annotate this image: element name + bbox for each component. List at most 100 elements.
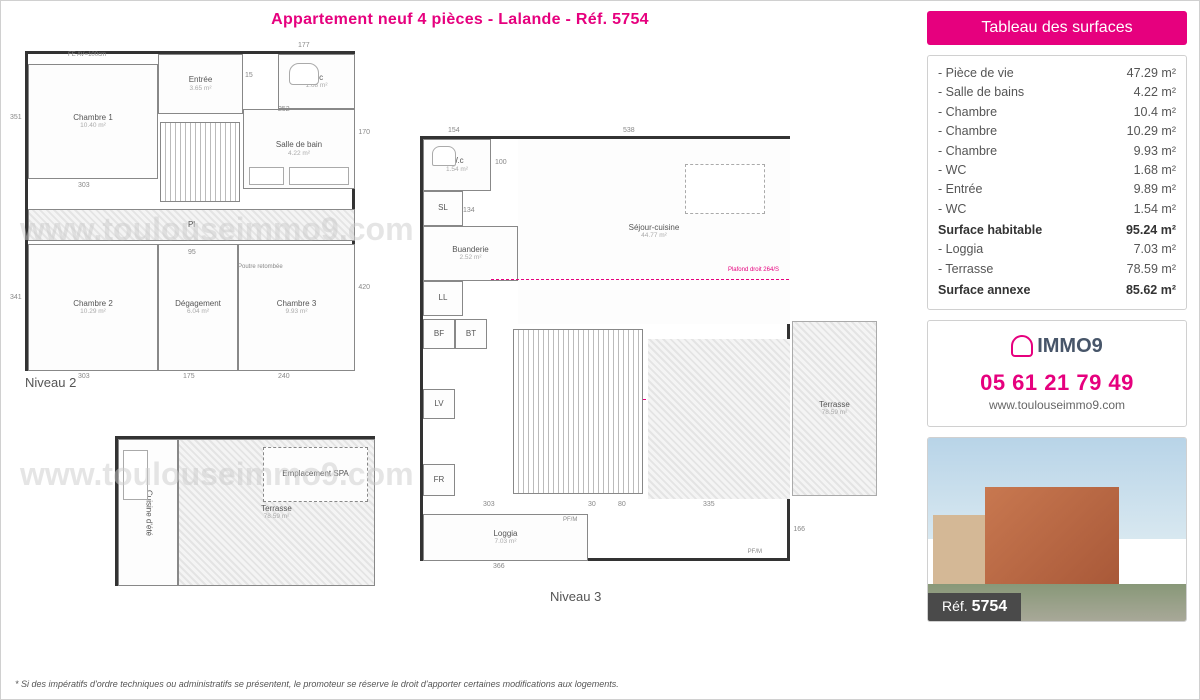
room-label: BF (434, 330, 444, 339)
brand-logo: IMMO9 (1011, 335, 1103, 358)
closet-label: Pl (188, 221, 195, 230)
room-label: BT (466, 330, 476, 339)
dim: 170 (358, 129, 370, 136)
room-label: Buanderie (452, 246, 488, 255)
contact-card: IMMO9 05 61 21 79 49 www.toulouseimmo9.c… (927, 320, 1187, 428)
surf-val: 1.54 m² (1134, 200, 1176, 219)
dim: 420 (358, 284, 370, 291)
sidebar: Tableau des surfaces - Pièce de vie 47.29… (919, 1, 1199, 699)
ref-badge: Réf. 5754 (928, 593, 1021, 621)
surf-label: - Chambre (938, 142, 997, 161)
surf-total-label: Surface annexe (938, 281, 1030, 300)
dim: 240 (278, 373, 290, 380)
room-label: Chambre 3 (277, 300, 317, 309)
dim: 15 (245, 72, 253, 79)
room-area: 6.04 m² (187, 308, 209, 315)
surf-val: 47.29 m² (1127, 64, 1176, 83)
dim: 134 (463, 207, 475, 214)
dim: 175 (183, 373, 195, 380)
dim: 303 (78, 182, 90, 189)
room-area: 2.52 m² (459, 254, 481, 261)
surf-val: 1.68 m² (1134, 161, 1176, 180)
room-area: 78.59 m² (264, 513, 290, 520)
dim: 341 (10, 294, 22, 301)
surfaces-header: Tableau des surfaces (927, 11, 1187, 45)
room-label: Chambre 1 (73, 114, 113, 123)
disclaimer: * Si des impératifs d'ordre techniques o… (15, 679, 619, 689)
surf-val: 9.93 m² (1134, 142, 1176, 161)
plan-niveau-3: W.c 1.54 m² SL Buanderie 2.52 m² LL Séjo… (420, 136, 890, 604)
room-label: Terrasse (261, 505, 292, 514)
note: FE AV=100cm (68, 52, 106, 58)
room-label: Loggia (493, 530, 517, 539)
surf-label: - Loggia (938, 240, 983, 259)
listing-title: Appartement neuf 4 pièces - Lalande - Ré… (15, 11, 905, 29)
surf-val: 10.29 m² (1127, 122, 1176, 141)
ref-number: 5754 (972, 598, 1008, 615)
ref-prefix: Réf. (942, 598, 968, 614)
note: PF/M (748, 549, 762, 555)
room-area: 44.77 m² (641, 232, 667, 239)
dim: 303 (78, 373, 90, 380)
surf-total-val: 85.62 m² (1126, 281, 1176, 300)
room-area: 9.93 m² (285, 308, 307, 315)
surf-val: 9.89 m² (1134, 180, 1176, 199)
surf-label: - Pièce de vie (938, 64, 1014, 83)
dim: 100 (495, 159, 507, 166)
dim: 351 (10, 114, 22, 121)
phone-number[interactable]: 05 61 21 79 49 (936, 370, 1178, 396)
room-label: Chambre 2 (73, 300, 113, 309)
note: PF/M (563, 517, 577, 523)
dim: 166 (793, 526, 805, 533)
room-area: 1.54 m² (446, 166, 468, 173)
dim: 30 (588, 501, 596, 508)
surf-label: - Salle de bains (938, 83, 1024, 102)
floorplan-panel: Appartement neuf 4 pièces - Lalande - Ré… (1, 1, 919, 699)
dim: 303 (483, 501, 495, 508)
surf-val: 10.4 m² (1134, 103, 1176, 122)
surf-val: 78.59 m² (1127, 260, 1176, 279)
room-area: 10.40 m² (80, 122, 106, 129)
room-label: Dégagement (175, 300, 221, 309)
dim: 366 (493, 563, 505, 570)
dim: 335 (703, 501, 715, 508)
plan-niveau-2: Chambre 1 10.40 m² Entrée 3.65 m² W.c 1.… (25, 51, 365, 390)
room-label: LL (439, 294, 448, 303)
room-area: 4.22 m² (288, 150, 310, 157)
note: Plafond droit 264/S (728, 267, 779, 273)
plans-area: www.toulouseimmo9.com www.toulouseimmo9.… (15, 41, 905, 621)
room-label: FR (434, 476, 445, 485)
house-icon (1011, 335, 1033, 357)
surf-val: 7.03 m² (1134, 240, 1176, 259)
room-area: 78.59 m² (822, 409, 848, 416)
room-label: Salle de bain (276, 141, 322, 150)
surf-val: 4.22 m² (1134, 83, 1176, 102)
room-label: LV (434, 400, 443, 409)
dim: 95 (188, 249, 196, 256)
surf-label: - Terrasse (938, 260, 993, 279)
page: Appartement neuf 4 pièces - Lalande - Ré… (1, 1, 1199, 699)
surf-label: - Chambre (938, 103, 997, 122)
surf-label: - WC (938, 161, 966, 180)
dim: 154 (448, 127, 460, 134)
level-label: Niveau 3 (550, 589, 890, 604)
room-label: Emplacement SPA (282, 470, 349, 479)
brand-name: IMMO9 (1037, 335, 1103, 358)
dim: 80 (618, 501, 626, 508)
website-link[interactable]: www.toulouseimmo9.com (936, 398, 1178, 412)
surf-label: - Chambre (938, 122, 997, 141)
plan-terrasse: Cuisine d'été Terrasse 78.59 m² Emplacem… (115, 436, 375, 586)
room-label: SL (438, 204, 448, 213)
surf-label: - WC (938, 200, 966, 219)
room-label: Entrée (189, 76, 213, 85)
room-area: 3.65 m² (189, 85, 211, 92)
room-area: 7.03 m² (494, 538, 516, 545)
note: Poutre retombée (238, 264, 283, 270)
surf-total-label: Surface habitable (938, 221, 1042, 240)
room-label: Terrasse (819, 401, 850, 410)
dim: 177 (298, 42, 310, 49)
room-label: Séjour-cuisine (629, 224, 680, 233)
dim: 252 (278, 106, 290, 113)
surf-label: - Entrée (938, 180, 982, 199)
dim: 538 (623, 127, 635, 134)
